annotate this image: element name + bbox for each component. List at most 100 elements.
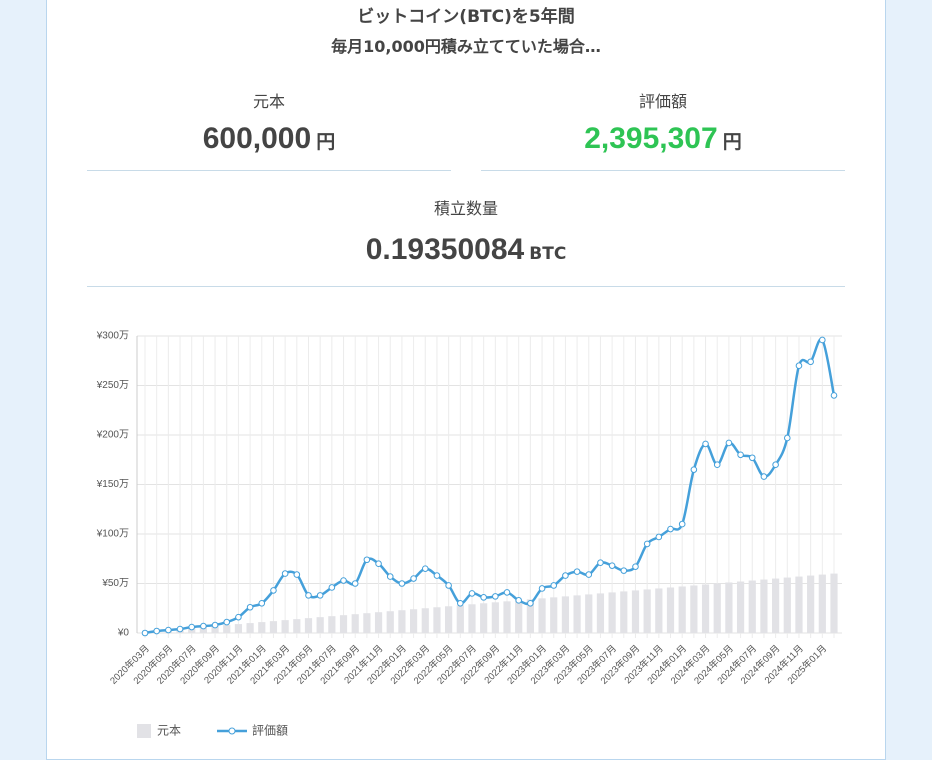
title-line-2: 毎月10,000円積み立てていた場合… <box>331 37 601 56</box>
point <box>562 572 569 579</box>
bar <box>760 579 768 633</box>
bar <box>596 593 605 633</box>
bar <box>620 591 628 633</box>
bar <box>339 615 348 633</box>
point <box>176 625 184 633</box>
title-line-1: ビットコイン(BTC)を5年間 <box>357 7 575 27</box>
point <box>772 461 779 469</box>
point <box>480 594 487 601</box>
point <box>258 600 266 607</box>
point <box>538 585 546 592</box>
point <box>316 592 324 599</box>
y-tick-label: ¥150万 <box>96 479 129 490</box>
point <box>795 362 803 370</box>
valuation-label: 評価額 <box>638 92 687 111</box>
bar <box>748 580 756 633</box>
bar <box>386 611 394 633</box>
legend-label: 評価額 <box>252 723 288 738</box>
point <box>386 573 394 580</box>
point <box>153 627 160 635</box>
bar <box>631 590 640 633</box>
bar <box>783 577 791 633</box>
point <box>550 582 558 589</box>
bar <box>211 626 219 633</box>
bar <box>398 610 406 633</box>
y-tick-label: ¥300万 <box>96 331 129 342</box>
point <box>468 590 476 597</box>
bar <box>468 604 476 633</box>
bar <box>725 582 733 633</box>
principal-value: 600,000 <box>202 122 312 155</box>
point <box>515 597 522 604</box>
point <box>597 559 604 567</box>
bar <box>818 574 826 633</box>
point <box>573 568 581 575</box>
point <box>200 622 207 630</box>
bar <box>351 614 359 633</box>
point <box>433 572 441 579</box>
point <box>363 556 371 564</box>
y-tick-label: ¥50万 <box>101 578 129 589</box>
valuation-value: 2,395,307 <box>584 122 718 155</box>
point <box>783 434 791 442</box>
bar <box>328 616 336 633</box>
point <box>643 540 651 548</box>
point <box>293 571 301 578</box>
point <box>246 603 254 611</box>
divider <box>481 170 845 171</box>
bar <box>678 586 686 633</box>
bar <box>304 618 313 633</box>
bar <box>690 585 698 633</box>
bar <box>736 581 745 633</box>
bar <box>772 578 780 633</box>
bar <box>293 619 301 633</box>
point <box>737 451 744 459</box>
bar <box>526 599 534 633</box>
point <box>527 600 534 607</box>
point <box>398 580 406 587</box>
point <box>235 613 242 621</box>
principal-label: 元本 <box>252 92 285 111</box>
point <box>748 454 756 462</box>
y-tick-label: ¥0 <box>117 628 130 639</box>
principal-block: 元本 600,000 円 <box>87 88 451 156</box>
bar <box>234 624 243 633</box>
bar <box>409 609 418 633</box>
point <box>305 592 312 599</box>
bar <box>807 575 815 633</box>
bar <box>515 600 523 633</box>
point <box>270 587 277 594</box>
point <box>690 466 698 473</box>
bar <box>363 613 371 633</box>
bar <box>199 627 207 633</box>
bar <box>538 598 546 633</box>
bar <box>421 608 429 633</box>
bar <box>269 621 278 633</box>
bar <box>433 607 441 633</box>
point <box>760 473 768 480</box>
bar <box>795 576 803 633</box>
bar <box>480 603 488 633</box>
bar <box>246 623 254 633</box>
point <box>830 392 838 399</box>
point <box>281 570 289 577</box>
bar <box>456 605 464 633</box>
quantity-block: 積立数量 0.19350084 BTC <box>87 195 845 267</box>
bar <box>655 588 663 633</box>
bar <box>374 612 383 633</box>
point <box>620 567 628 574</box>
point <box>585 571 593 578</box>
bar <box>666 587 675 633</box>
bar <box>258 622 266 633</box>
valuation-unit: 円 <box>722 131 742 153</box>
point <box>188 623 196 631</box>
point <box>608 562 616 569</box>
bar <box>281 620 289 633</box>
point <box>328 584 336 591</box>
bar <box>608 592 616 633</box>
bar <box>713 583 721 633</box>
bar <box>561 596 570 633</box>
point <box>725 439 733 447</box>
legend-swatch <box>137 724 151 738</box>
